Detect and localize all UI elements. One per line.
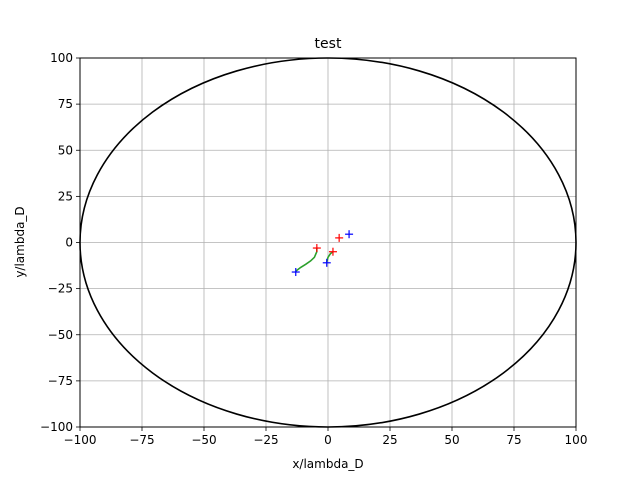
x-tick-label: −100 [64, 433, 97, 447]
y-tick-label: 75 [58, 97, 73, 111]
y-tick-label: 100 [50, 51, 73, 65]
data-point [345, 230, 354, 239]
x-tick-label: 100 [565, 433, 588, 447]
x-axis: −100 −75 −50 −25 0 25 50 75 100 [64, 427, 588, 447]
trajectory-line [326, 251, 334, 263]
x-tick-label: 75 [506, 433, 521, 447]
x-axis-label: x/lambda_D [292, 457, 363, 471]
data-point [328, 247, 337, 256]
y-tick-label: −75 [48, 374, 73, 388]
data-point [312, 244, 321, 253]
data-point [291, 268, 300, 277]
y-tick-label: −100 [40, 420, 73, 434]
x-tick-label: −50 [191, 433, 216, 447]
x-tick-label: 25 [382, 433, 397, 447]
y-axis: −100 −75 −50 −25 0 25 50 75 100 [40, 51, 80, 434]
x-tick-label: 0 [324, 433, 332, 447]
grid [79, 57, 577, 428]
y-tick-label: 0 [65, 236, 73, 250]
y-tick-label: 50 [58, 143, 73, 157]
x-tick-label: 50 [444, 433, 459, 447]
x-tick-label: −25 [253, 433, 278, 447]
x-tick-label: −75 [129, 433, 154, 447]
y-tick-label: −25 [48, 282, 73, 296]
data-point [322, 258, 331, 267]
y-axis-label: y/lambda_D [13, 206, 27, 277]
chart-title: test [315, 36, 342, 52]
trajectory-line [295, 248, 318, 272]
y-tick-label: 25 [58, 189, 73, 203]
y-tick-label: −50 [48, 328, 73, 342]
data-point [335, 233, 344, 242]
